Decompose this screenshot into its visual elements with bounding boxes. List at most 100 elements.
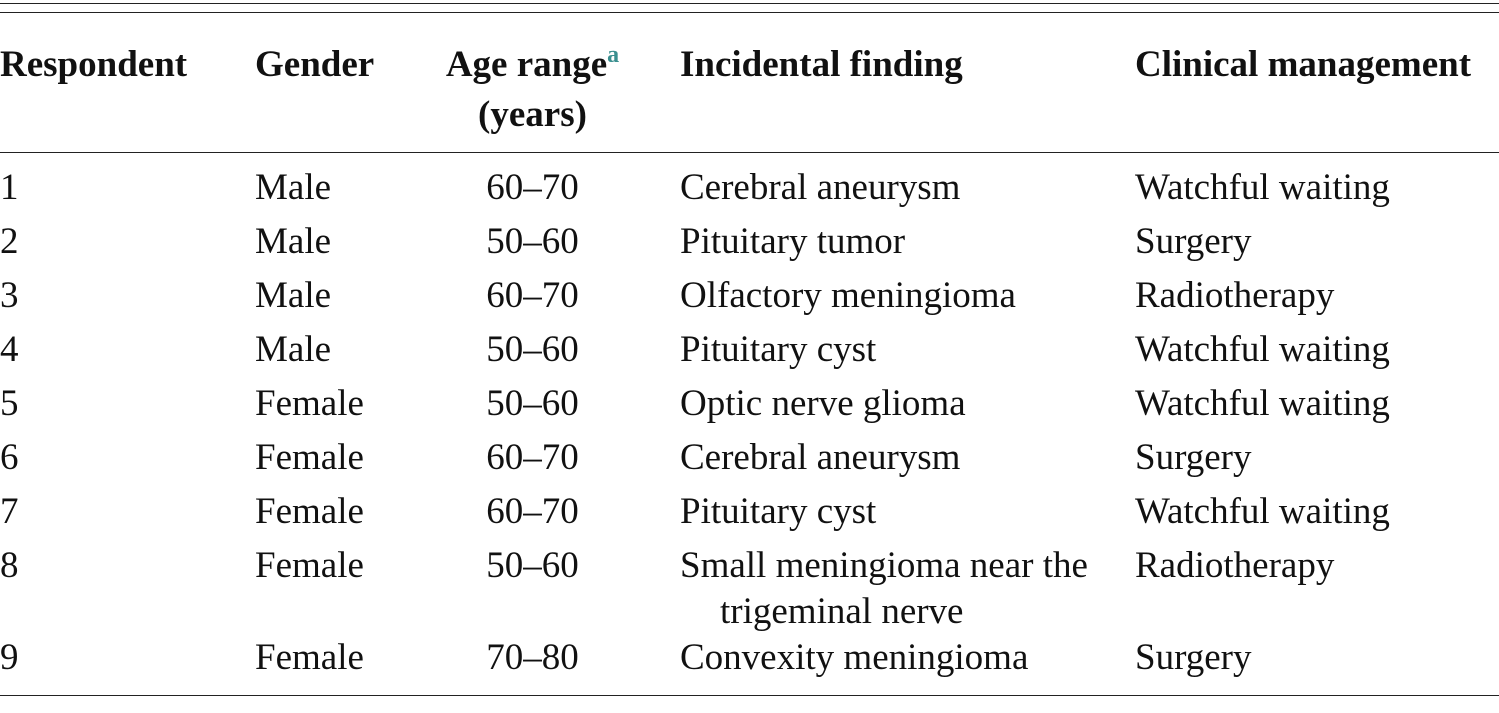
cell-text: 2 <box>0 221 19 262</box>
cell-text: Radiotherapy <box>1135 275 1335 316</box>
table-cell: Pituitary cyst <box>640 327 1135 381</box>
cell-text: Female <box>255 491 364 532</box>
footnote-mark: a <box>607 42 620 68</box>
table-cell: Small meningioma near the trigeminal ner… <box>640 543 1135 635</box>
cell-text: 4 <box>0 329 19 370</box>
table-cell: 70–80 <box>425 635 640 696</box>
cell-text: Radiotherapy <box>1135 545 1335 586</box>
table-cell: Surgery <box>1135 219 1499 273</box>
table-cell: 5 <box>0 381 255 435</box>
cell-text: Watchful waiting <box>1135 383 1390 424</box>
cell-text: Olfactory meningioma <box>680 275 1016 316</box>
table-cell: Watchful waiting <box>1135 381 1499 435</box>
cell-text: 60–70 <box>486 167 579 208</box>
table-row: 5 Female 50–60 Optic nerve glioma Watchful w… <box>0 381 1499 435</box>
table-cell: Optic nerve glioma <box>640 381 1135 435</box>
table-cell: Cerebral aneurysm <box>640 435 1135 489</box>
cell-text: Male <box>255 167 332 208</box>
table-cell: Pituitary cyst <box>640 489 1135 543</box>
cell-text: Male <box>255 221 332 262</box>
table-cell: 4 <box>0 327 255 381</box>
header-text: Age range <box>445 44 608 85</box>
header-text: Clinical management <box>1135 44 1472 85</box>
cell-text: 9 <box>0 637 19 678</box>
table-cell: Female <box>255 435 425 489</box>
cell-text: 8 <box>0 545 19 586</box>
table-cell: 60–70 <box>425 489 640 543</box>
cell-text: Watchful waiting <box>1135 167 1390 208</box>
table-row: 3 Male 60–70 Olfactory meningioma Radiothera… <box>0 273 1499 327</box>
cell-text: 7 <box>0 491 19 532</box>
cell-text: 6 <box>0 437 19 478</box>
table-cell: 60–70 <box>425 273 640 327</box>
table-cell: Watchful waiting <box>1135 327 1499 381</box>
table-cell: Watchful waiting <box>1135 489 1499 543</box>
table-row: 8 Female 50–60 Small meningioma near the tr… <box>0 543 1499 635</box>
table-cell: Olfactory meningioma <box>640 273 1135 327</box>
header-row: Respondent Gender Age rangea (years) Inciden… <box>0 40 1499 153</box>
table-cell: Radiotherapy <box>1135 273 1499 327</box>
cell-text: 3 <box>0 275 19 316</box>
cell-text: 60–70 <box>486 275 579 316</box>
cell-text: Pituitary cyst <box>680 329 877 370</box>
cell-text: Surgery <box>1135 437 1252 478</box>
cell-text: 50–60 <box>486 545 579 586</box>
top-rule <box>0 3 1499 4</box>
table-cell: 1 <box>0 153 255 220</box>
table-cell: Male <box>255 273 425 327</box>
cell-text: 50–60 <box>486 221 579 262</box>
cell-text: Surgery <box>1135 221 1252 262</box>
cell-text: Male <box>255 275 332 316</box>
table-cell: Female <box>255 489 425 543</box>
table-cell: 50–60 <box>425 327 640 381</box>
cell-text: 60–70 <box>486 491 579 532</box>
table-body: 1 Male 60–70 Cerebral aneurysm Watchful wait… <box>0 153 1499 696</box>
cell-text: 50–60 <box>486 329 579 370</box>
table-cell: Surgery <box>1135 435 1499 489</box>
table-cell: Male <box>255 153 425 220</box>
cell-text: Pituitary cyst <box>680 491 877 532</box>
header-cell: Incidental finding <box>640 40 1135 153</box>
table-cell: 60–70 <box>425 435 640 489</box>
cell-text: Cerebral aneurysm <box>680 437 961 478</box>
cell-text: Convexity meningioma <box>680 637 1029 678</box>
table-cell: Convexity meningioma <box>640 635 1135 696</box>
table-cell: 50–60 <box>425 219 640 273</box>
top-rule <box>0 12 1499 13</box>
table-row: 6 Female 60–70 Cerebral aneurysm Surgery <box>0 435 1499 489</box>
table: Respondent Gender Age rangea (years) Inciden… <box>0 40 1499 696</box>
cell-text: 50–60 <box>486 383 579 424</box>
header-text: Incidental finding <box>680 44 963 85</box>
table-cell: 8 <box>0 543 255 635</box>
cell-text: Pituitary tumor <box>680 221 906 262</box>
table-row: 1 Male 60–70 Cerebral aneurysm Watchful wait… <box>0 153 1499 220</box>
cell-text: Female <box>255 637 364 678</box>
cell-text: Small meningioma near the trigeminal ner… <box>680 545 1088 632</box>
header-cell: Gender <box>255 40 425 153</box>
cell-text: Surgery <box>1135 637 1252 678</box>
table-cell: 3 <box>0 273 255 327</box>
cell-text: 70–80 <box>486 637 579 678</box>
table-cell: 9 <box>0 635 255 696</box>
table-cell: Watchful waiting <box>1135 153 1499 220</box>
table-cell: Radiotherapy <box>1135 543 1499 635</box>
table-cell: Surgery <box>1135 635 1499 696</box>
table-cell: Cerebral aneurysm <box>640 153 1135 220</box>
cell-text: Optic nerve glioma <box>680 383 966 424</box>
table-row: 7 Female 60–70 Pituitary cyst Watchful waiti… <box>0 489 1499 543</box>
cell-text: Female <box>255 545 364 586</box>
header-cell: Age rangea (years) <box>425 40 640 153</box>
table-cell: 60–70 <box>425 153 640 220</box>
cell-text: 5 <box>0 383 19 424</box>
table-cell: Female <box>255 635 425 696</box>
table-cell: Female <box>255 543 425 635</box>
cell-text: Watchful waiting <box>1135 329 1390 370</box>
cell-text: Cerebral aneurysm <box>680 167 961 208</box>
table-cell: 7 <box>0 489 255 543</box>
table-cell: Male <box>255 327 425 381</box>
header-cell: Clinical management <box>1135 40 1499 153</box>
table-row: 2 Male 50–60 Pituitary tumor Surgery <box>0 219 1499 273</box>
table-cell: 50–60 <box>425 543 640 635</box>
table-cell: 50–60 <box>425 381 640 435</box>
